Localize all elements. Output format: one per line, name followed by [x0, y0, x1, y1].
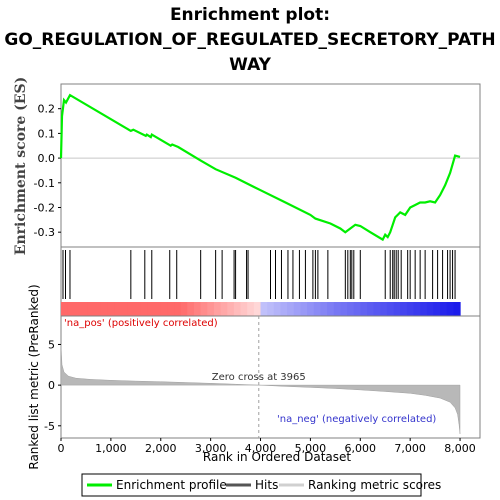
rank-color-segment: [253, 302, 262, 316]
rank-color-segment: [94, 302, 102, 316]
rank-color-segment: [207, 302, 215, 316]
rank-color-segment: [420, 302, 428, 316]
rank-color-segment: [360, 302, 368, 316]
rank-color-segment: [61, 302, 69, 316]
rank-color-segment: [140, 302, 149, 316]
rank-color-segment: [413, 302, 421, 316]
rank-color-segment: [307, 302, 315, 316]
es-tick-label: 0.0: [38, 152, 56, 165]
rank-color-segment: [80, 302, 89, 316]
rank-color-segment: [160, 302, 169, 316]
rank-color-segment: [227, 302, 235, 316]
x-tick-label: 6,000: [345, 442, 377, 455]
rank-color-segment: [247, 302, 255, 316]
rank-color-segment: [107, 302, 115, 316]
rank-color-segment: [426, 302, 435, 316]
rank-tick-label: -5: [44, 420, 55, 433]
rank-color-segment: [333, 302, 341, 316]
rank-color-segment: [267, 302, 275, 316]
rank-color-segment: [366, 302, 375, 316]
rank-color-segment: [453, 302, 461, 316]
rank-color-segment: [194, 302, 202, 316]
x-tick-label: 3,000: [195, 442, 227, 455]
rank-color-segment: [180, 302, 188, 316]
rank-color-segment: [313, 302, 321, 316]
chart-title-line-3: WAY: [229, 55, 272, 75]
rank-color-segment: [187, 302, 195, 316]
rank-color-segment: [240, 302, 248, 316]
es-tick-label: -0.1: [34, 177, 55, 190]
rank-color-segment: [167, 302, 175, 316]
rank-color-segment: [380, 302, 388, 316]
rank-color-segment: [373, 302, 381, 316]
es-tick-label: -0.2: [34, 201, 55, 214]
x-tick-label: 5,000: [295, 442, 327, 455]
rank-color-segment: [386, 302, 395, 316]
rank-color-segment: [127, 302, 135, 316]
rank-color-segment: [147, 302, 155, 316]
enrichment-profile-line: [59, 93, 461, 242]
rank-panel-frame: [60, 315, 481, 439]
rank-color-segment: [213, 302, 222, 316]
rank-tick-label: 5: [48, 338, 55, 351]
es-tick-label: 0.2: [38, 103, 56, 116]
rank-color-segment: [320, 302, 328, 316]
rank-color-segment: [440, 302, 448, 316]
legend-label-hits: Hits: [255, 478, 278, 492]
neg-correlated-label: 'na_neg' (negatively correlated): [277, 414, 436, 425]
rank-color-segment: [446, 302, 454, 316]
rank-color-segment: [154, 302, 162, 316]
rank-color-segment: [260, 302, 268, 316]
rank-color-segment: [87, 302, 95, 316]
rank-color-segment: [220, 302, 228, 316]
x-tick-label: 4,000: [245, 442, 277, 455]
zero-cross-label: Zero cross at 3965: [212, 372, 306, 383]
legend-label-enrichment-profile: Enrichment profile: [116, 478, 227, 492]
rank-color-segment: [400, 302, 408, 316]
chart-title-line-2: GO_REGULATION_OF_REGULATED_SECRETORY_PAT…: [4, 30, 495, 50]
x-tick-label: 1,000: [95, 442, 127, 455]
legend-box: [81, 473, 422, 497]
rank-color-segment: [120, 302, 129, 316]
pos-correlated-label: 'na_pos' (positively correlated): [64, 318, 218, 329]
es-panel-frame: [60, 83, 481, 248]
rank-color-segment: [340, 302, 348, 316]
x-tick-label: 2,000: [145, 442, 177, 455]
rank-color-segment: [114, 302, 122, 316]
rank-axis-label: Ranked list metric (PreRanked): [27, 284, 41, 469]
x-tick-label: 8,000: [444, 442, 476, 455]
es-tick-label: 0.1: [38, 127, 56, 140]
rank-color-segment: [406, 302, 415, 316]
rank-color-segment: [233, 302, 242, 316]
rank-color-segment: [280, 302, 288, 316]
x-tick-label: 7,000: [394, 442, 426, 455]
rank-color-segment: [67, 302, 75, 316]
x-axis-label: Rank in Ordered Dataset: [203, 450, 351, 464]
rank-color-segment: [74, 302, 82, 316]
rank-color-segment: [300, 302, 308, 316]
rank-color-segment: [353, 302, 361, 316]
es-tick-label: -0.3: [34, 226, 55, 239]
rank-color-segment: [134, 302, 142, 316]
rank-color-segment: [346, 302, 355, 316]
chart-title-line-1: Enrichment plot:: [170, 5, 330, 25]
rank-color-segment: [200, 302, 208, 316]
rank-color-segment: [393, 302, 401, 316]
rank-color-segment: [327, 302, 335, 316]
x-tick-label: 0: [58, 442, 65, 455]
legend-label-ranking-metric: Ranking metric scores: [308, 478, 441, 492]
rank-color-segment: [273, 302, 282, 316]
rank-color-segment: [433, 302, 441, 316]
rank-color-segment: [287, 302, 295, 316]
rank-color-segment: [100, 302, 109, 316]
ranking-metric-area: [60, 344, 461, 434]
rank-tick-label: 0: [48, 379, 55, 392]
rank-color-segment: [174, 302, 182, 316]
es-axis-label: Enrichment score (ES): [13, 77, 29, 255]
rank-color-segment: [293, 302, 302, 316]
